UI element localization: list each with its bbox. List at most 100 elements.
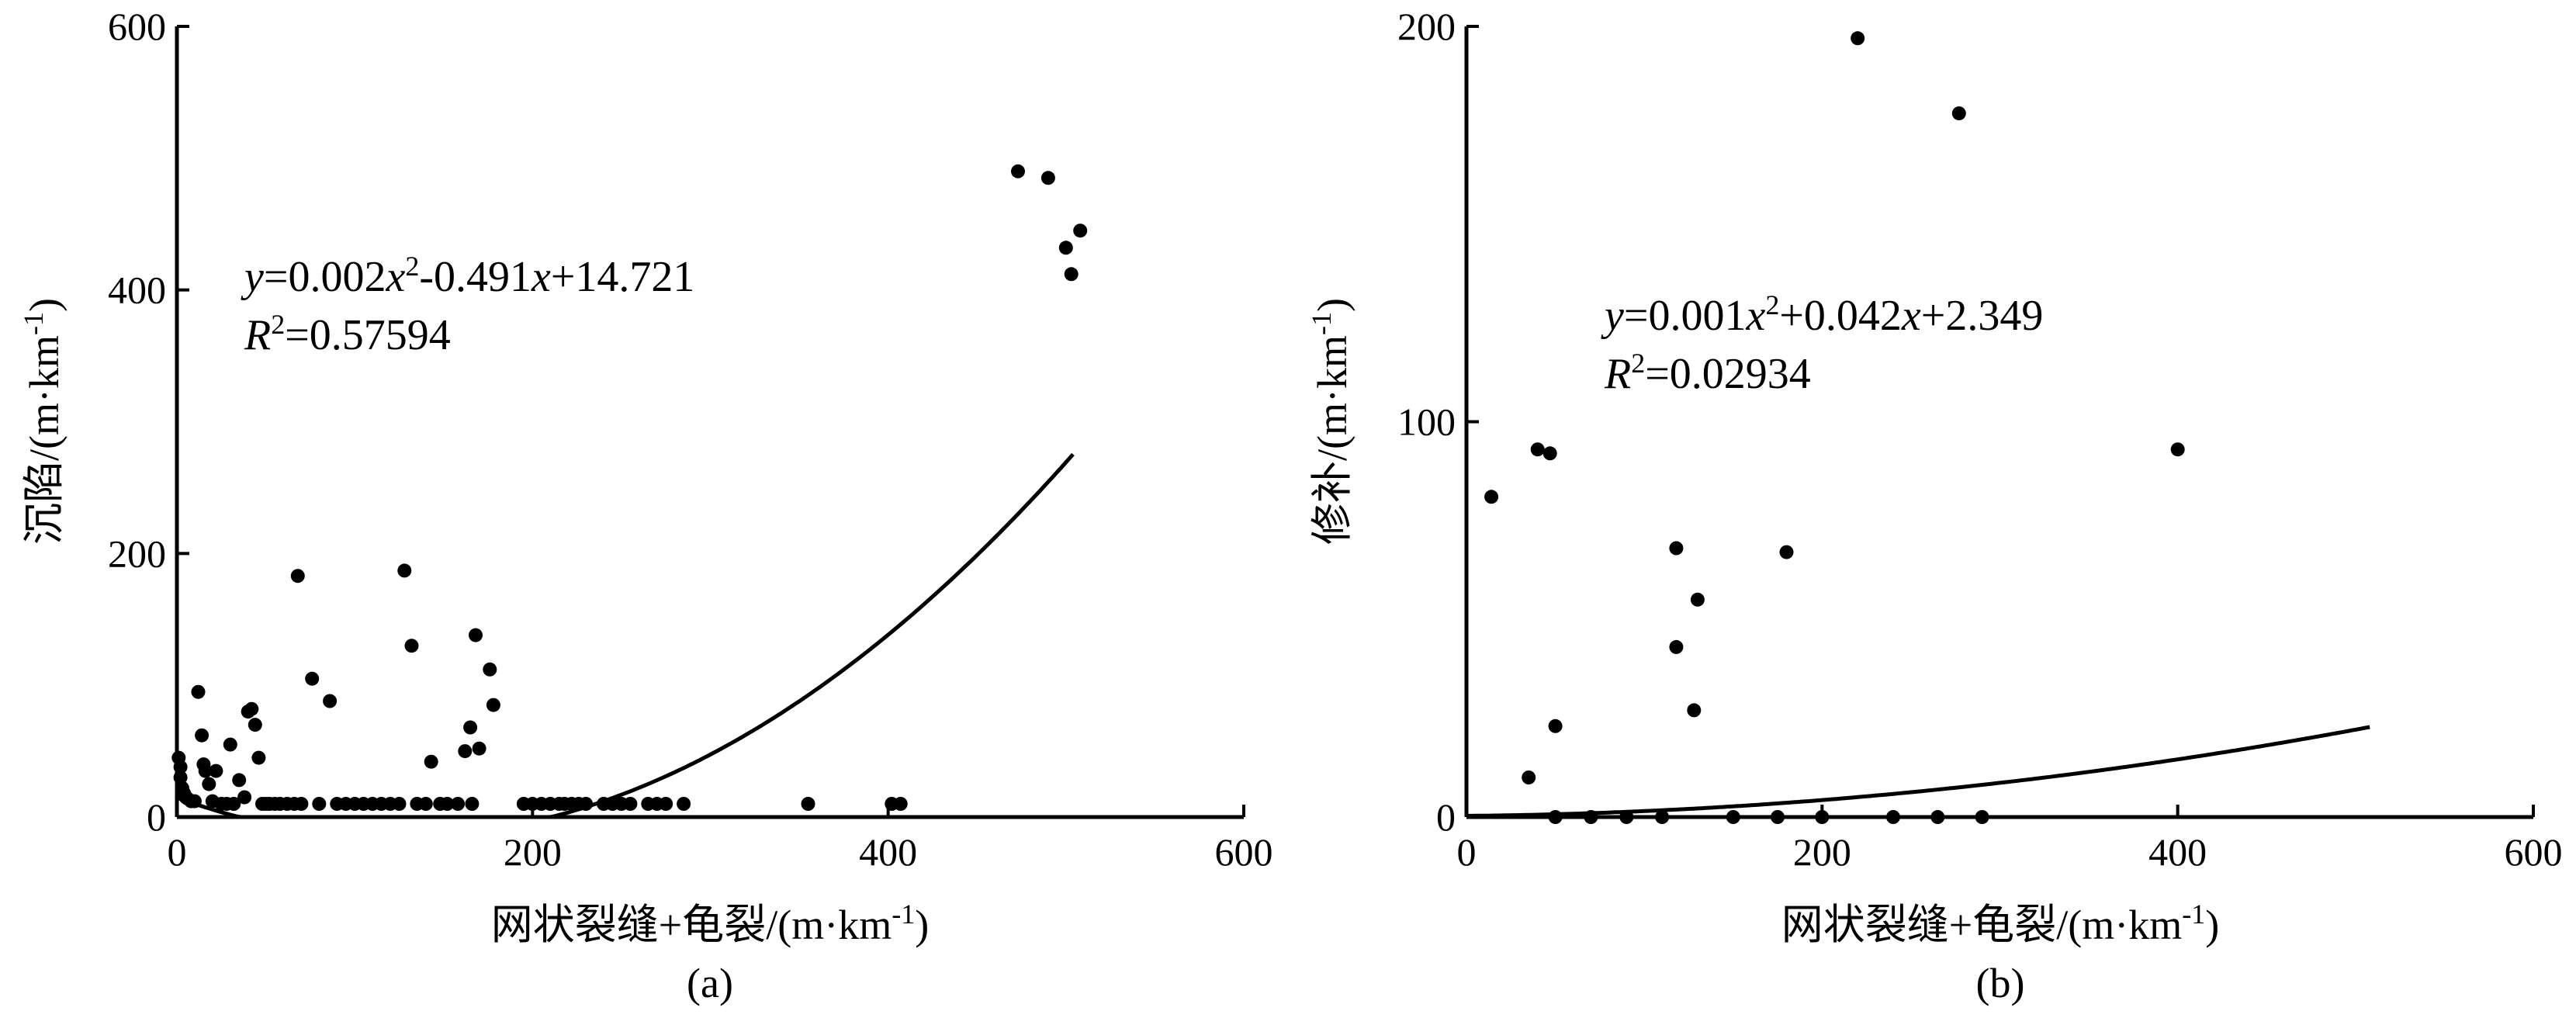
scatter-point-a <box>1040 171 1055 185</box>
x-tick-label: 200 <box>504 830 562 874</box>
fit-curve-b <box>1466 725 2370 818</box>
scatter-point-a <box>659 797 673 811</box>
scatter-point-a <box>392 797 407 811</box>
scatter-point-a <box>469 628 483 642</box>
scatter-point-a <box>251 750 266 765</box>
scatter-point-b <box>1815 810 1830 824</box>
scatter-point-b <box>1542 446 1557 461</box>
scatter-point-b <box>1851 31 1865 46</box>
y-tick-label: 200 <box>108 532 166 575</box>
equation-b: y=0.001x2+0.042x+2.349 <box>1601 289 2043 340</box>
panel-b: 0 200 400 600 0 100 200 y=0.001x2+0.042x+2.349… <box>1306 5 2563 1006</box>
scatter-point-b <box>1779 545 1794 559</box>
x-tick-label: 600 <box>1215 830 1273 874</box>
panel-a: 0 200 400 600 0 200 400 600 y=0.002x2-0.491x+14… <box>18 5 1273 1006</box>
scatter-point-b <box>2170 442 2185 457</box>
x-tick-label: 0 <box>168 830 187 874</box>
scatter-point-b <box>1584 810 1598 824</box>
scatter-point-b <box>1522 770 1536 784</box>
scatter-point-a <box>223 737 237 752</box>
scatter-point-a <box>579 797 594 811</box>
ticks-b: 0 200 400 600 0 100 200 <box>1397 5 2563 874</box>
scatter-point-a <box>173 770 188 784</box>
scatter-point-a <box>397 563 412 578</box>
scatter-point-a <box>305 671 320 686</box>
y-tick-label: 600 <box>108 5 166 48</box>
scatter-point-a <box>312 797 327 811</box>
y-axis-title-b: 修补/(m·km-1) <box>1306 298 1356 545</box>
scatter-point-b <box>1886 810 1900 824</box>
scatter-point-a <box>173 760 188 774</box>
y-tick-label: 200 <box>1397 5 1456 48</box>
y-axis-title-a: 沉陷/(m·km-1) <box>18 298 68 545</box>
scatter-point-a <box>677 797 691 811</box>
panel-label-a: (a) <box>687 960 733 1006</box>
x-axis-title-b: 网状裂缝+龟裂/(m·km-1) <box>1781 899 2219 948</box>
scatter-point-a <box>1058 241 1073 255</box>
scatter-point-a <box>801 797 815 811</box>
scatter-point-a <box>623 797 638 811</box>
scatter-point-b <box>1669 541 1684 556</box>
x-tick-label: 0 <box>1457 830 1477 874</box>
scatter-point-a <box>463 720 478 735</box>
scatter-point-a <box>195 728 209 743</box>
scatter-point-a <box>465 797 480 811</box>
scatter-point-a <box>290 569 305 583</box>
scatter-point-b <box>1655 810 1670 824</box>
scatter-point-a <box>191 684 206 699</box>
scatter-point-a <box>237 790 252 805</box>
scatter-point-b <box>1548 810 1563 824</box>
x-tick-label: 200 <box>1793 830 1851 874</box>
scatter-point-a <box>458 744 473 759</box>
scatter-point-a <box>404 639 419 653</box>
scatter-point-a <box>244 701 259 716</box>
scatter-point-a <box>1064 267 1079 282</box>
scatter-point-a <box>483 662 497 677</box>
y-tick-label: 0 <box>147 795 166 839</box>
scatter-point-b <box>1669 639 1684 654</box>
scatter-point-a <box>424 754 438 769</box>
scatter-point-b <box>1930 810 1945 824</box>
scatter-point-b <box>1619 810 1634 824</box>
scatter-point-b <box>1687 703 1702 718</box>
ticks-a: 0 200 400 600 0 200 400 600 <box>108 5 1273 874</box>
scatter-point-b <box>1771 810 1785 824</box>
scatter-point-a <box>294 797 309 811</box>
scatter-point-a <box>232 773 247 788</box>
equation-a: y=0.002x2-0.491x+14.721 <box>241 251 694 301</box>
scatter-point-a <box>209 764 223 778</box>
points-b <box>1484 31 2185 824</box>
scatter-point-a <box>451 797 466 811</box>
scatter-point-a <box>1073 223 1088 238</box>
scatter-point-a <box>486 698 500 712</box>
scatter-point-b <box>1484 490 1499 504</box>
scatter-point-a <box>227 797 241 811</box>
scatter-point-a <box>187 794 202 809</box>
points-a <box>171 164 1088 811</box>
scatter-point-b <box>1975 810 1989 824</box>
y-tick-label: 0 <box>1436 795 1456 839</box>
x-tick-label: 600 <box>2505 830 2563 874</box>
scatter-point-b <box>1690 592 1705 607</box>
scatter-point-a <box>440 797 455 811</box>
x-tick-label: 400 <box>859 830 917 874</box>
fit-curve-a <box>176 452 1075 819</box>
scatter-point-b <box>1726 810 1740 824</box>
scatter-point-a <box>198 764 213 778</box>
scatter-point-a <box>472 741 486 756</box>
scatter-point-a <box>418 797 433 811</box>
scatter-point-a <box>248 718 262 732</box>
panel-label-b: (b) <box>1976 960 2025 1006</box>
scatter-point-a <box>202 777 216 791</box>
y-tick-label: 100 <box>1397 400 1456 444</box>
scatter-point-b <box>1548 718 1563 733</box>
r-squared-b: R2=0.02934 <box>1604 348 1811 398</box>
scatter-point-a <box>323 694 338 708</box>
r-squared-a: R2=0.57594 <box>244 309 451 359</box>
x-axis-title-a: 网状裂缝+龟裂/(m·km-1) <box>491 899 929 948</box>
scatter-point-a <box>1011 164 1025 178</box>
scatter-point-b <box>1951 106 1966 121</box>
scatter-point-b <box>1530 442 1545 457</box>
